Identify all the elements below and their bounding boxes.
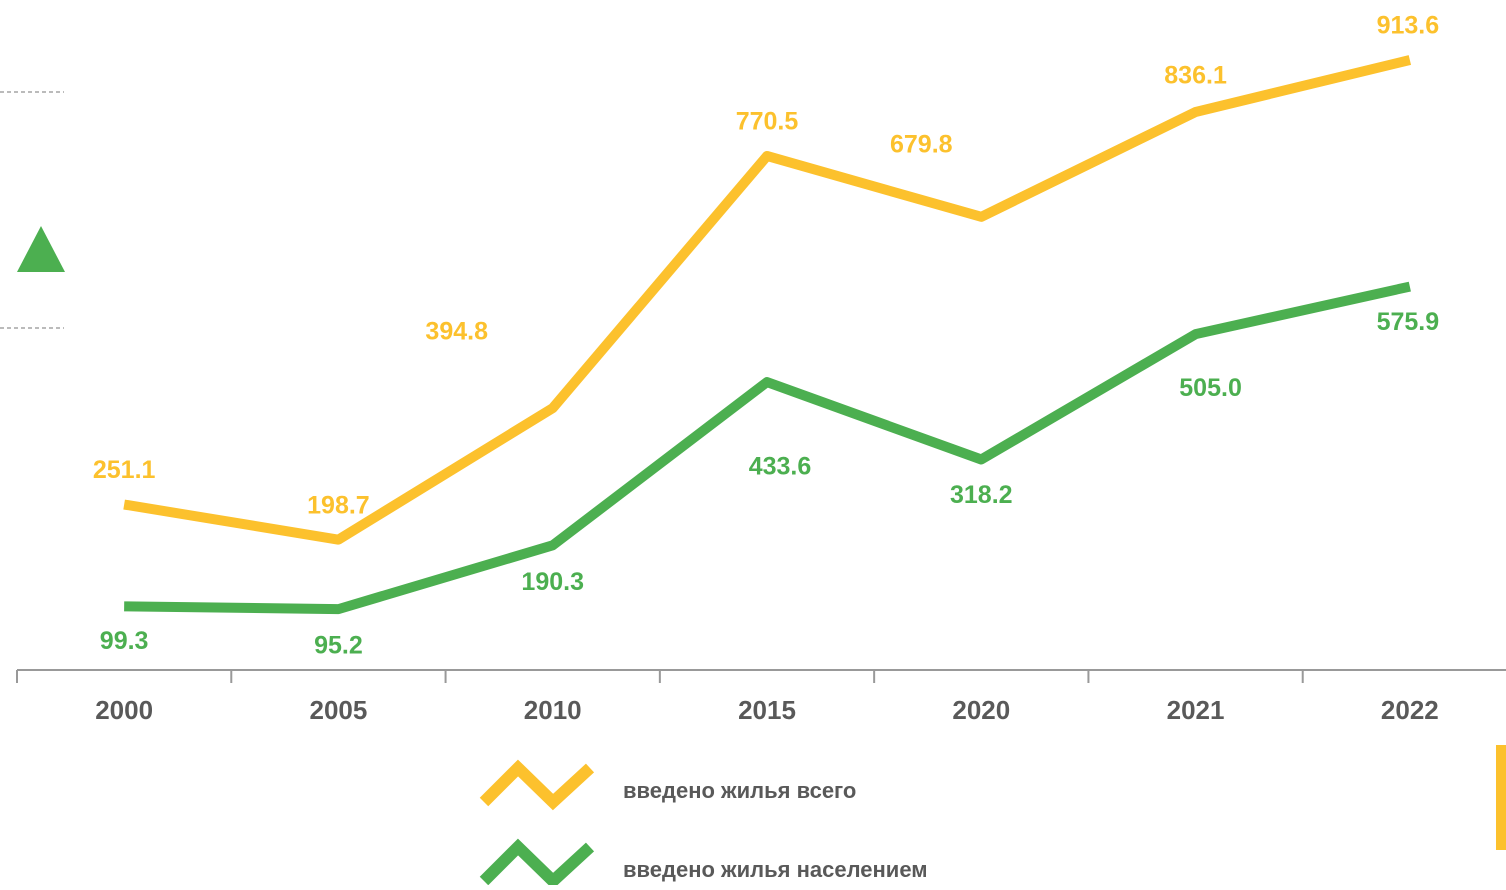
x-tick-label: 2005 [310,695,368,725]
data-label: 318.2 [950,481,1013,509]
data-label: 679.8 [890,130,953,158]
data-label: 198.7 [307,491,370,519]
x-tick-label: 2021 [1167,695,1225,725]
x-tick-label: 2010 [524,695,582,725]
data-label: 190.3 [521,568,584,596]
series-line [123,55,1412,545]
legend-label: введено жилья всего [623,778,856,803]
data-label: 913.6 [1377,12,1440,40]
data-label: 433.6 [749,453,812,481]
data-label: 95.2 [314,632,363,660]
x-tick-label: 2015 [738,695,796,725]
x-tick-label: 2000 [95,695,153,725]
x-tick-label: 2022 [1381,695,1439,725]
data-label: 251.1 [93,456,156,484]
data-label: 505.0 [1179,374,1242,402]
series-line [124,281,1411,615]
data-label: 836.1 [1164,62,1227,90]
data-label: 770.5 [736,108,799,136]
legend-icon [479,838,595,890]
x-tick-label: 2020 [952,695,1010,725]
decor-bar [1496,745,1506,850]
decor-triangle [17,226,65,272]
data-label: 575.9 [1377,308,1440,336]
data-label: 99.3 [100,627,149,655]
legend-label: введено жилья населением [623,857,928,882]
legend-icon [479,759,595,811]
data-label: 394.8 [425,318,488,346]
